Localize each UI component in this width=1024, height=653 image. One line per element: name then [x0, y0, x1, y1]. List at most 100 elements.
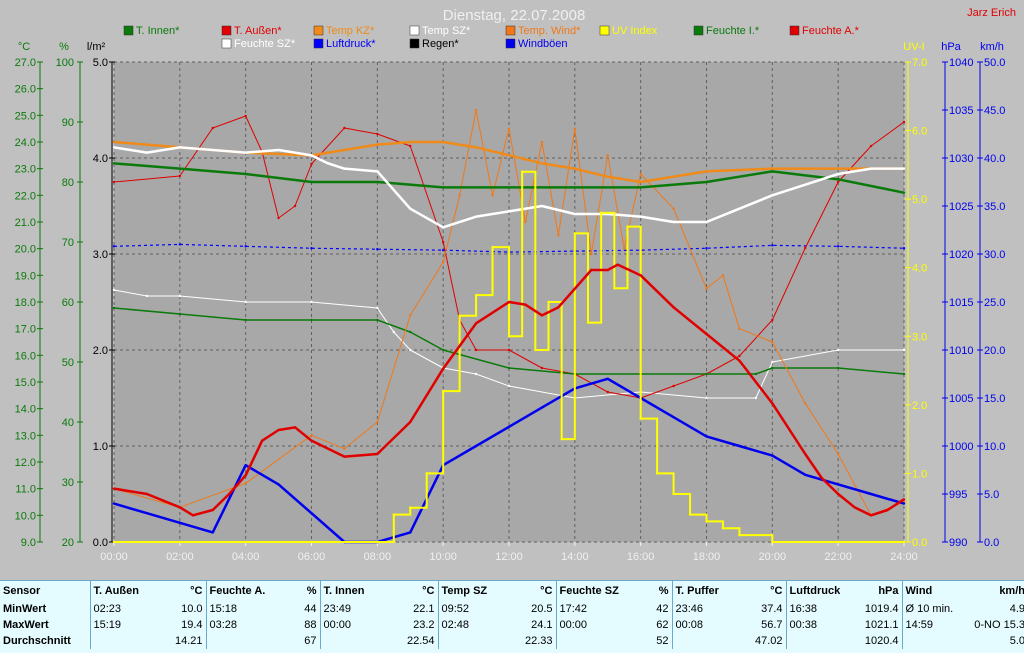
series-temp-sz-point: [441, 226, 445, 229]
humidity-axis-tick-label: 30: [62, 477, 74, 489]
stats-cell: 14:59: [901, 617, 958, 633]
axes: °C 27.0 26.0 25.0 24.0 23.0 22.0 21.0 20.0 19.0 18…: [15, 41, 1006, 563]
series-t-au-en-point: [191, 514, 195, 517]
series-t-au-en-point: [441, 367, 445, 370]
series-temp-wind-point: [738, 327, 741, 330]
stats-cell: 37.4: [761, 603, 783, 615]
series-temp-wind-point: [524, 220, 527, 224]
uv-axis-tick-label: 3.0: [912, 331, 927, 343]
stats-cell: °C: [422, 585, 435, 597]
series-uv-index-point: [376, 540, 379, 544]
series-t-au-en-point: [244, 474, 247, 477]
series-temp-sz-point: [771, 194, 774, 197]
series-feuchte-i-point: [376, 318, 379, 322]
humidity-axis-tick-label: 40: [62, 417, 74, 429]
series-feuchte-i-point: [441, 348, 445, 352]
series-luftdruck-point: [178, 243, 182, 246]
series-luftdruck-point: [836, 245, 840, 248]
stats-cell: 22.1: [413, 603, 435, 615]
series-temp-wind-point: [409, 314, 412, 317]
series-t-au-en-point: [474, 322, 478, 325]
series-feuchte-a-point: [211, 126, 214, 130]
series-t-au-en-point: [178, 506, 182, 509]
series-uv-index-point: [586, 321, 590, 324]
series-windb-en-point: [869, 492, 873, 496]
series-feuchte-i-point: [178, 312, 182, 316]
series-temp-wind-point: [441, 260, 445, 264]
time-tick-label: 04:00: [232, 551, 260, 563]
series-temp-wind-point: [573, 127, 577, 130]
series-t-innen-point: [573, 186, 577, 189]
stats-cell: °C: [540, 585, 553, 597]
legend-feuchte-a: Feuchte A.*: [802, 25, 860, 37]
series-temp-wind-point: [721, 274, 725, 277]
series-temp-kz: [112, 140, 906, 184]
series-temp-wind-point: [491, 194, 494, 197]
series-feuchte-i-point: [507, 366, 511, 370]
series-windb-en-point: [540, 406, 544, 409]
series-feuchte-sz-point: [902, 348, 906, 352]
stats-cell: Luftdruck: [785, 581, 846, 601]
temp-axis-tick-label: 26.0: [15, 84, 36, 96]
rain-axis-tick-label: 5.0: [93, 57, 108, 69]
rain-axis-tick-label: 2.0: [93, 345, 108, 357]
series-feuchte-a-point: [540, 366, 544, 370]
stats-cell: 4.9: [1009, 603, 1024, 615]
humidity-axis-tick-label: 100: [56, 57, 74, 69]
stats-cell: 19.4: [181, 619, 203, 631]
series-temp-kz-point: [441, 140, 445, 144]
stats-cell: 17:42: [555, 601, 624, 617]
series-temp-kz-point: [606, 175, 609, 178]
time-tick-label: 10:00: [429, 551, 457, 563]
series-temp-kz-point: [836, 167, 840, 170]
humidity-axis-tick-label: 70: [62, 237, 74, 249]
series-temp-kz-point: [474, 146, 478, 149]
pressure-axis-tick-label: 1035: [949, 105, 973, 117]
series-t-innen-point: [771, 170, 774, 173]
series-t-au-en-point: [524, 303, 527, 306]
series-temp-sz-point: [902, 167, 906, 170]
time-tick-label: 12:00: [495, 551, 523, 563]
series-feuchte-i-point: [836, 366, 840, 370]
series-temp-sz-point: [211, 148, 214, 152]
legend-regen: Regen*: [422, 38, 459, 50]
series-temp-kz-point: [376, 143, 379, 146]
stats-cell: 1020.4: [864, 635, 899, 647]
stats-cell: °C: [190, 585, 203, 597]
legend-uv-index-swatch: [599, 25, 610, 36]
series-uv-index-point: [458, 314, 461, 317]
temp-axis-tick-label: 15.0: [15, 377, 36, 389]
series-luftdruck-point: [376, 248, 379, 251]
series-temp-sz-point: [112, 146, 116, 149]
series-windb-en-point: [738, 444, 741, 448]
temp-axis-tick-label: 17.0: [15, 324, 36, 336]
wind-axis-unit: km/h: [980, 41, 1004, 53]
series-feuchte-sz-point: [507, 384, 511, 388]
wind-axis-tick-label: 0.0: [984, 537, 999, 549]
series-temp-wind-point: [705, 287, 708, 290]
series-luftdruck-point: [771, 244, 774, 247]
pressure-axis-tick-label: 1005: [949, 393, 973, 405]
stats-cell: MaxWert: [3, 619, 49, 631]
series-temp-wind: [112, 108, 906, 517]
uv-axis-unit: UV-I: [903, 41, 924, 53]
series-feuchte-a-point: [771, 318, 774, 322]
temp-axis-tick-label: 18.0: [15, 297, 36, 309]
stats-cell: Durchschnitt: [3, 635, 71, 647]
series-uv-index-point: [655, 472, 659, 475]
series-feuchte-a-point: [902, 120, 906, 124]
temp-axis-tick-label: 14.0: [15, 404, 36, 416]
stats-cell: 15:18: [205, 601, 268, 617]
stats-cell: km/h: [999, 585, 1024, 597]
series-t-innen-point: [310, 180, 313, 184]
series-uv-index-point: [491, 245, 494, 249]
series-temp-sz: [112, 146, 906, 229]
stats-cell: T. Außen: [89, 581, 150, 601]
rain-axis-tick-label: 4.0: [93, 153, 108, 165]
series-temp-sz-point: [326, 162, 330, 165]
stats-cell: MinWert: [3, 603, 47, 615]
series-feuchte-a-point: [343, 126, 346, 130]
series-feuchte-sz-point: [244, 300, 247, 304]
series-uv-index-point: [688, 513, 692, 516]
series-t-au-en-point: [606, 268, 609, 272]
